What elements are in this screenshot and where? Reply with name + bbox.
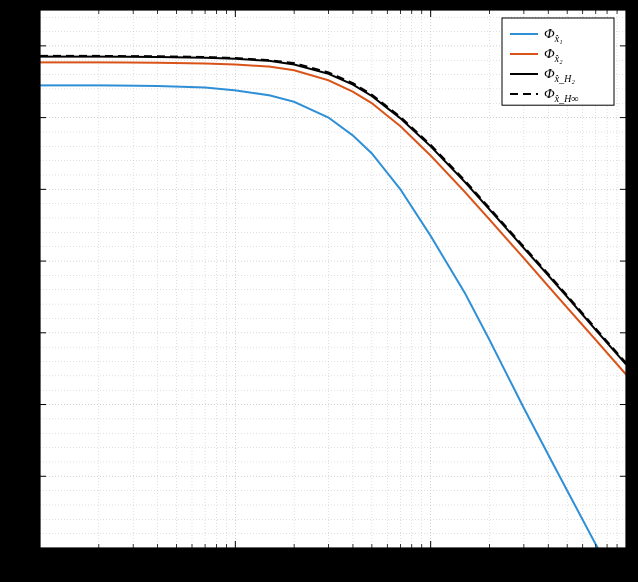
legend: Φx̂₁Φx̂₂Φx̂_H₂Φx̂_H∞ (502, 18, 614, 105)
